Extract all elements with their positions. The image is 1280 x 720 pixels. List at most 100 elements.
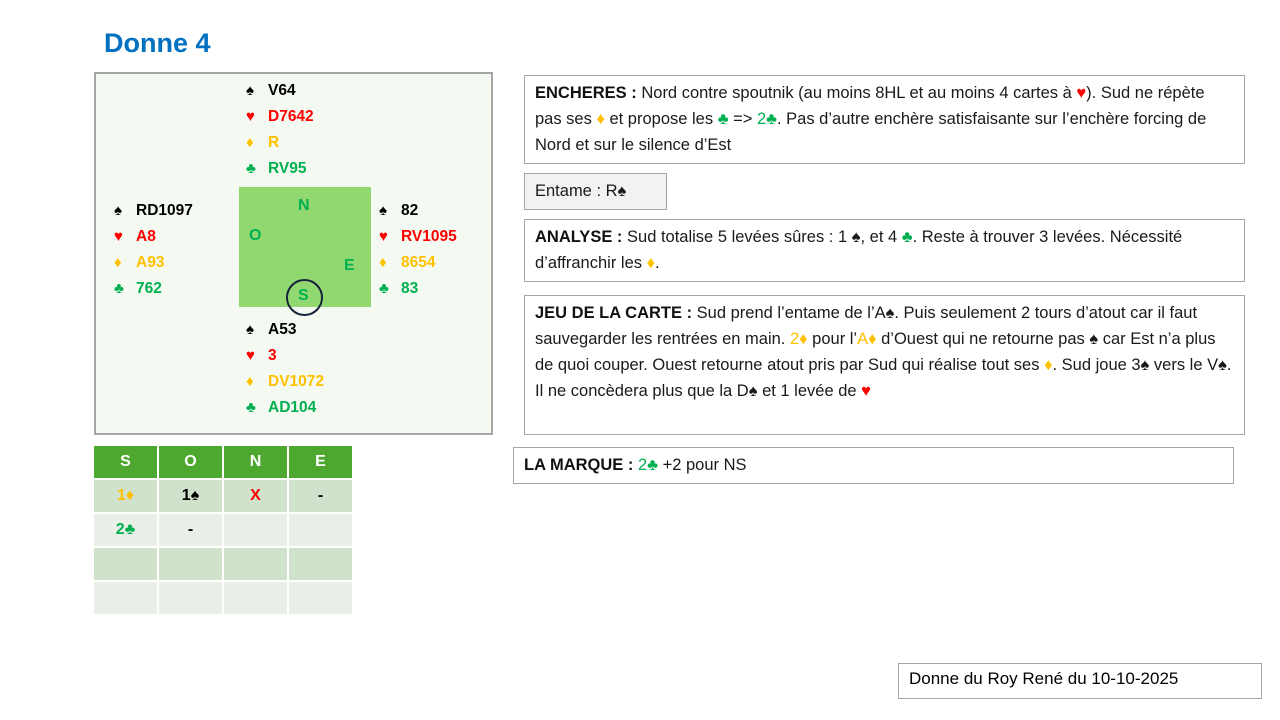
text-segment: 2♣	[756, 110, 777, 128]
text-segment: et propose les	[604, 110, 718, 128]
suit-row-diamond: ♦ A93	[114, 250, 193, 276]
suit-row-heart: ♥ D7642	[246, 104, 314, 130]
entame-box: Entame : R♠	[524, 173, 667, 210]
compass-table: N O E S	[239, 187, 371, 316]
text-segment: ♥	[1076, 84, 1087, 102]
bid-cell: 1♦	[94, 480, 157, 512]
encheres-box: ENCHERES : Nord contre spoutnik (au moin…	[524, 75, 1245, 164]
bid-cell: 2♣	[94, 514, 157, 546]
text-segment: ♦	[596, 110, 605, 128]
text-segment: A♦	[857, 330, 877, 348]
jeu-label: JEU DE LA CARTE :	[535, 304, 693, 322]
club-icon: ♣	[246, 160, 256, 177]
compass-west: O	[249, 227, 262, 244]
text-segment: . Reste à trouver 3 levées. Nécessité d’…	[535, 228, 1183, 272]
bid-cell	[159, 582, 222, 614]
spade-icon: ♠	[379, 202, 387, 219]
bid-cell	[289, 548, 352, 580]
bid-cell	[224, 514, 287, 546]
holding: RV95	[268, 160, 307, 177]
bid-cell: X	[224, 480, 287, 512]
bid-cell: -	[289, 480, 352, 512]
text-segment: =>	[728, 110, 757, 128]
club-icon: ♣	[114, 280, 124, 297]
text-segment: +2 pour NS	[658, 456, 747, 474]
text-segment: ♥	[861, 382, 871, 400]
holding: 82	[401, 202, 419, 219]
suit-row-club: ♣ 762	[114, 276, 193, 302]
holding: R	[268, 134, 280, 151]
bid-row	[94, 582, 352, 614]
page-title: Donne 4	[104, 28, 211, 58]
spade-icon: ♠	[246, 321, 254, 338]
bid-cell: 1♠	[159, 480, 222, 512]
holding: A53	[268, 321, 297, 338]
text-segment: . Pas d’autre enchère satisfaisante sur …	[535, 110, 1207, 154]
text-segment: 2♦	[789, 330, 808, 348]
hand-south: ♠ A53 ♥ 3 ♦ DV1072 ♣ AD104	[246, 317, 324, 421]
text-segment: .	[655, 254, 660, 272]
deal-diagram: ♠ V64 ♥ D7642 ♦ R ♣ RV95 ♠ RD1097 ♥ A8 ♦ A93 ♣ 762 ♠ 82…	[94, 72, 493, 435]
holding: D7642	[268, 108, 314, 125]
text-segment: Nord contre spoutnik (au moins 8HL et au…	[636, 84, 1077, 102]
holding: 762	[136, 280, 162, 297]
compass-north: N	[298, 197, 310, 214]
holding: DV1072	[268, 373, 325, 390]
holding: A8	[136, 228, 156, 245]
bid-cell	[94, 582, 157, 614]
bid-cell	[159, 548, 222, 580]
hand-east: ♠ 82 ♥ RV1095 ♦ 8654 ♣ 83	[379, 198, 457, 302]
bid-header: E	[289, 446, 352, 478]
suit-row-diamond: ♦ 8654	[379, 250, 457, 276]
suit-row-spade: ♠ A53	[246, 317, 324, 343]
analyse-box: ANALYSE : Sud totalise 5 levées sûres : …	[524, 219, 1245, 282]
bid-header: N	[224, 446, 287, 478]
holding: 83	[401, 280, 419, 297]
suit-row-spade: ♠ RD1097	[114, 198, 193, 224]
holding: A93	[136, 254, 165, 271]
bid-row: 1♦ 1♠ X -	[94, 480, 352, 512]
suit-row-heart: ♥ A8	[114, 224, 193, 250]
text-segment: ♦	[646, 254, 656, 272]
heart-icon: ♥	[379, 228, 388, 245]
suit-row-club: ♣ AD104	[246, 395, 324, 421]
text-segment: d’Ouest qui ne retourne pas ♠ car Est n’…	[535, 330, 1216, 374]
suit-row-heart: ♥ RV1095	[379, 224, 457, 250]
footer-caption: Donne du Roy René du 10-10-2025	[898, 663, 1262, 699]
suit-row-club: ♣ 83	[379, 276, 457, 302]
marque-label: LA MARQUE :	[524, 456, 634, 474]
text-segment: . Sud joue 3♠ vers le V♠. Il ne concèder…	[535, 356, 1232, 400]
diamond-icon: ♦	[246, 373, 254, 390]
holding: V64	[268, 82, 296, 99]
club-icon: ♣	[246, 399, 256, 416]
text-segment: ). Sud ne répète pas ses	[535, 84, 1205, 128]
suit-row-heart: ♥ 3	[246, 343, 324, 369]
bid-header: O	[159, 446, 222, 478]
bid-cell	[224, 582, 287, 614]
suit-row-diamond: ♦ DV1072	[246, 369, 324, 395]
hand-west: ♠ RD1097 ♥ A8 ♦ A93 ♣ 762	[114, 198, 193, 302]
bid-cell: -	[159, 514, 222, 546]
compass-east: E	[344, 257, 355, 274]
bid-row: 2♣ -	[94, 514, 352, 546]
encheres-label: ENCHERES :	[535, 84, 637, 102]
heart-icon: ♥	[114, 228, 123, 245]
text-segment: ♣	[901, 228, 913, 246]
bid-cell	[289, 582, 352, 614]
heart-icon: ♥	[246, 108, 255, 125]
hand-north: ♠ V64 ♥ D7642 ♦ R ♣ RV95	[246, 78, 314, 182]
suit-row-spade: ♠ 82	[379, 198, 457, 224]
suit-row-spade: ♠ V64	[246, 78, 314, 104]
text-segment: Entame : R♠	[535, 182, 627, 200]
declarer-circle	[286, 279, 323, 316]
spade-icon: ♠	[246, 82, 254, 99]
holding: 3	[268, 347, 277, 364]
club-icon: ♣	[379, 280, 389, 297]
text-segment: Sud totalise 5 levées sûres : 1 ♠, et 4	[622, 228, 902, 246]
diamond-icon: ♦	[379, 254, 387, 271]
text-segment: ♦	[1044, 356, 1053, 374]
suit-row-diamond: ♦ R	[246, 130, 314, 156]
text-segment: ♣	[717, 110, 729, 128]
suit-row-club: ♣ RV95	[246, 156, 314, 182]
